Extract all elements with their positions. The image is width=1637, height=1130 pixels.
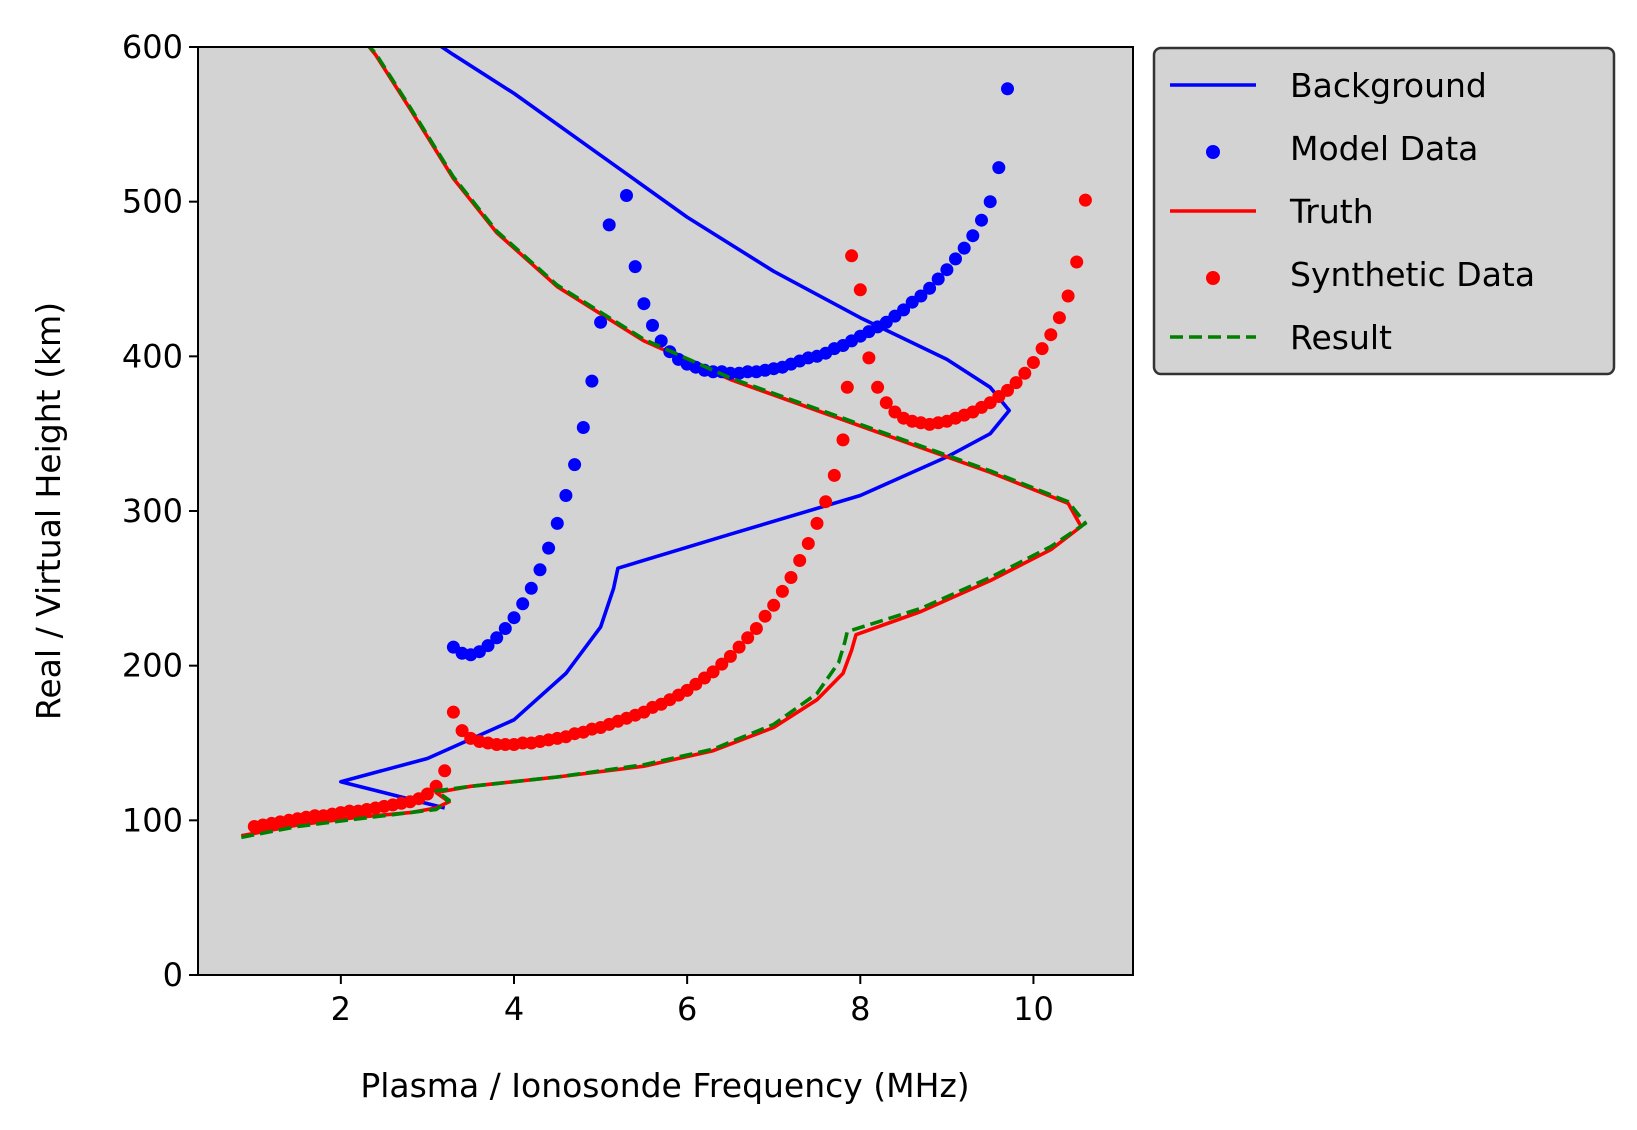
series-result-line bbox=[240, 47, 1088, 840]
series-model-data-point bbox=[602, 218, 616, 232]
series-model-data-point bbox=[585, 374, 599, 388]
y-tick-label: 300 bbox=[122, 492, 183, 530]
y-tick-label: 500 bbox=[122, 183, 183, 221]
series-synthetic-data-point bbox=[1035, 342, 1049, 356]
series-synthetic-data-point bbox=[749, 622, 763, 635]
y-tick-label: 100 bbox=[122, 801, 183, 839]
legend-result-label: Result bbox=[1290, 318, 1392, 357]
series-model-data-point bbox=[533, 563, 547, 577]
series-model-data-point bbox=[931, 272, 945, 286]
series-model-data-point bbox=[957, 241, 971, 255]
series-synthetic-data-point bbox=[706, 665, 720, 679]
plot-area bbox=[198, 47, 1133, 975]
series-synthetic-data-point bbox=[853, 283, 867, 297]
legend: Background Model Data Truth Synthetic Data R… bbox=[1152, 46, 1616, 376]
series-model-data-point bbox=[628, 260, 642, 274]
series-model-data-point bbox=[992, 161, 1006, 175]
series-model-data-point bbox=[949, 252, 962, 266]
series-synthetic-data-point bbox=[862, 351, 876, 365]
series-synthetic-data-point bbox=[1018, 366, 1032, 380]
legend-background-label: Background bbox=[1290, 66, 1487, 105]
series-synthetic-data-point bbox=[758, 609, 772, 623]
series-synthetic-data-point bbox=[723, 649, 737, 663]
y-tick-label: 400 bbox=[122, 337, 183, 375]
x-tick-label: 2 bbox=[331, 990, 351, 1028]
series-synthetic-data-point bbox=[1009, 376, 1023, 390]
series-synthetic-data-point bbox=[775, 584, 789, 598]
legend-synthetic-data-label: Synthetic Data bbox=[1290, 255, 1535, 294]
legend-truth-label: Truth bbox=[1289, 192, 1374, 231]
series-synthetic-data-point bbox=[845, 249, 859, 263]
x-axis-label: Plasma / Ionosonde Frequency (MHz) bbox=[360, 1066, 969, 1105]
series-model-data-point bbox=[516, 597, 530, 611]
series-synthetic-data-point bbox=[1061, 289, 1075, 303]
legend-model-data-marker bbox=[1206, 145, 1220, 159]
series-synthetic-data-point bbox=[879, 396, 893, 410]
legend-box bbox=[1152, 46, 1616, 376]
legend-model-data-label: Model Data bbox=[1290, 129, 1478, 168]
series-model-data-point bbox=[490, 631, 504, 645]
series-synthetic-data-point bbox=[1001, 383, 1014, 397]
series-model-data-point bbox=[975, 213, 988, 227]
x-tick-label: 4 bbox=[504, 990, 524, 1028]
series-synthetic-data-point bbox=[793, 554, 807, 567]
series-model-data-point bbox=[914, 289, 928, 303]
y-axis-label: Real / Virtual Height (km) bbox=[29, 302, 68, 720]
series-synthetic-data-point bbox=[810, 516, 824, 530]
series-synthetic-data-point bbox=[801, 537, 815, 550]
series-synthetic-data-point bbox=[840, 380, 854, 394]
series-synthetic-data-point bbox=[420, 787, 434, 801]
series-synthetic-data-point bbox=[446, 705, 460, 719]
series-synthetic-data-point bbox=[871, 380, 885, 394]
series-model-data-point bbox=[983, 195, 997, 209]
series-synthetic-data-point bbox=[1044, 328, 1058, 342]
series-model-data-point bbox=[646, 318, 659, 332]
series-model-data-point bbox=[940, 263, 954, 277]
series-synthetic-data-point bbox=[1052, 311, 1066, 325]
series-synthetic-data-point bbox=[438, 764, 452, 778]
legend-synthetic-data-marker bbox=[1206, 271, 1220, 285]
series-synthetic-data-point bbox=[1026, 356, 1040, 369]
y-tick-label: 200 bbox=[122, 647, 183, 685]
series-model-data-point bbox=[576, 421, 590, 434]
series-model-data-point bbox=[594, 315, 608, 329]
x-tick-label: 6 bbox=[677, 990, 697, 1028]
series-model-data-point bbox=[550, 516, 564, 530]
series-synthetic-data-point bbox=[819, 495, 833, 509]
series-synthetic-data-point bbox=[455, 724, 469, 738]
series-model-data-point bbox=[637, 297, 651, 311]
series-synthetic-data-point bbox=[784, 571, 798, 584]
series-model-data-point bbox=[507, 611, 521, 625]
series-synthetic-data-point bbox=[732, 640, 746, 654]
series-synthetic-data-point bbox=[767, 598, 781, 612]
series-model-data-point bbox=[897, 303, 911, 317]
series-synthetic-data-point bbox=[741, 631, 755, 645]
series-synthetic-data-point bbox=[715, 657, 729, 671]
series-model-data-point bbox=[620, 189, 633, 202]
series-model-data-point bbox=[966, 229, 980, 243]
plot-background bbox=[198, 47, 1133, 975]
series-model-data-point bbox=[498, 622, 512, 635]
series-model-data-point bbox=[568, 458, 582, 472]
x-tick-label: 10 bbox=[1013, 990, 1054, 1028]
y-tick-label: 600 bbox=[122, 28, 183, 66]
series-model-data-point bbox=[481, 639, 495, 653]
series-model-data-point bbox=[542, 541, 556, 555]
series-synthetic-data-point bbox=[1078, 193, 1092, 207]
series-synthetic-data-point bbox=[1070, 255, 1084, 269]
series-synthetic-data-point bbox=[836, 433, 850, 447]
y-tick-label: 0 bbox=[163, 956, 183, 994]
series-model-data-point bbox=[559, 489, 573, 502]
series-model-data-point bbox=[923, 281, 937, 295]
series-model-data-point bbox=[524, 581, 538, 595]
plot-series bbox=[240, 47, 1092, 840]
x-tick-label: 8 bbox=[850, 990, 870, 1028]
series-synthetic-data-point bbox=[827, 468, 841, 482]
series-background-line bbox=[339, 47, 1011, 810]
series-model-data-point bbox=[1001, 82, 1014, 96]
